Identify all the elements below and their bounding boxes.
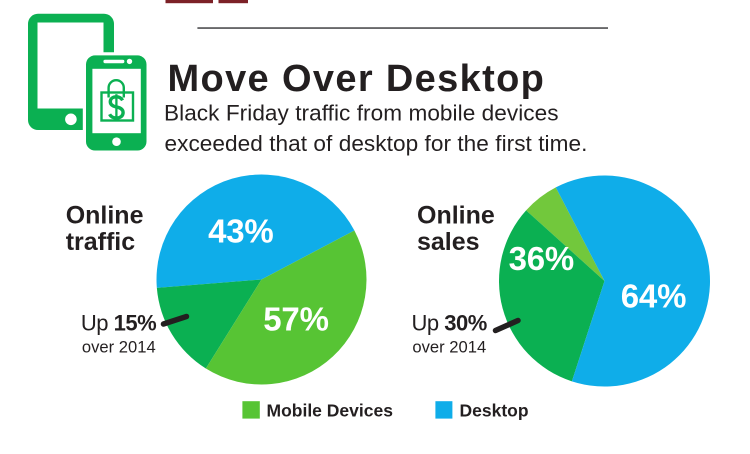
- svg-text:64%: 64%: [621, 278, 686, 315]
- svg-text:sales: sales: [417, 228, 480, 256]
- svg-text:over 2014: over 2014: [412, 338, 486, 357]
- svg-text:Move Over Desktop: Move Over Desktop: [168, 58, 546, 100]
- svg-text:36%: 36%: [509, 240, 574, 277]
- svg-text:43%: 43%: [208, 213, 273, 250]
- svg-text:traffic: traffic: [66, 228, 136, 256]
- svg-text:Mobile Devices: Mobile Devices: [267, 401, 394, 421]
- svg-text:Online: Online: [66, 202, 144, 230]
- svg-text:exceeded that of desktop for t: exceeded that of desktop for the first t…: [165, 131, 588, 156]
- svg-text:Up 15%: Up 15%: [81, 310, 156, 335]
- svg-text:57%: 57%: [263, 301, 328, 338]
- svg-text:Desktop: Desktop: [460, 401, 529, 421]
- svg-text:over 2014: over 2014: [82, 338, 156, 357]
- svg-text:Black Friday traffic from mobi: Black Friday traffic from mobile devices: [164, 100, 559, 125]
- svg-text:Online: Online: [417, 202, 495, 230]
- svg-text:Up 30%: Up 30%: [412, 310, 487, 335]
